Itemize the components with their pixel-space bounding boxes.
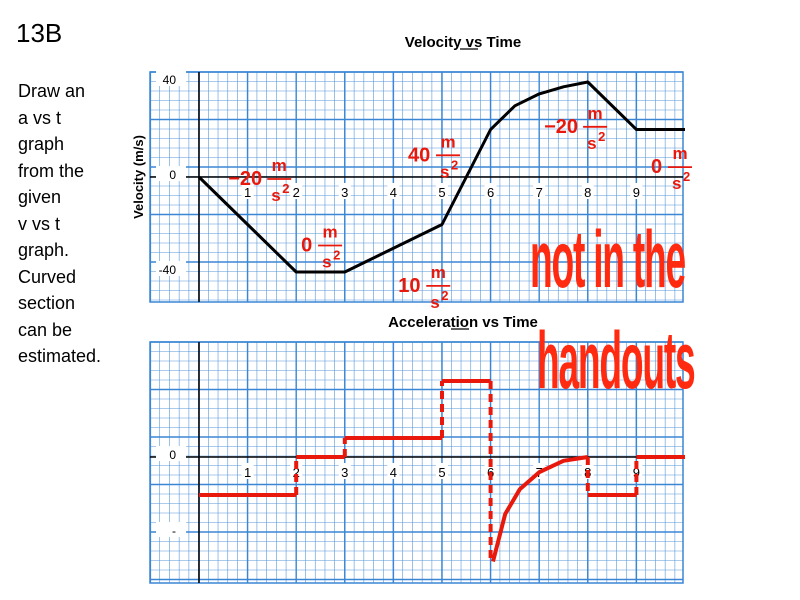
acceleration-annotation: 0ms 2 <box>651 144 692 193</box>
annotation-unit-numerator: m <box>440 132 455 151</box>
annotation-unit-numerator: m <box>431 263 446 282</box>
tick-label-bg <box>533 183 546 199</box>
x-tick-label: 6 <box>487 185 494 200</box>
annotation-exponent: 2 <box>598 129 605 144</box>
instruction-line: a vs t <box>18 107 62 128</box>
tick-label-bg <box>338 463 351 479</box>
annotation-unit-denominator: s <box>430 293 439 312</box>
slide-number: 13B <box>16 18 63 48</box>
x-tick-label: 1 <box>244 465 251 480</box>
y-axis-label: Velocity (m/s) <box>131 135 146 219</box>
instruction-line: given <box>18 187 62 207</box>
x-tick-label: 2 <box>293 465 300 480</box>
annotation-value: 0 <box>651 156 662 178</box>
annotation-unit-denominator: s <box>271 186 280 205</box>
tick-label-bg <box>387 463 400 479</box>
x-tick-label: 9 <box>633 185 640 200</box>
plot-area <box>150 72 683 302</box>
tick-label-bg <box>436 183 448 199</box>
y-tick-label: -40 <box>159 263 177 277</box>
tick-label-bg <box>630 463 643 479</box>
chart-velocity: Velocity vs Time Velocity (m/s) 1 2 3 4 5 6 7 8 9 4… <box>131 34 692 312</box>
instruction-line: Draw an <box>18 81 86 101</box>
instruction-line: Curved <box>18 266 77 287</box>
tick-label-bg <box>156 166 186 181</box>
x-tick-label: 4 <box>390 465 397 480</box>
annotation-unit-denominator: s <box>587 134 596 153</box>
acceleration-annotation: 40 ms 2 <box>408 132 460 181</box>
instruction-line: estimated. <box>18 346 102 366</box>
chart-title: Velocity vs Time <box>405 34 521 51</box>
x-tick-label: 3 <box>341 185 348 200</box>
x-tick-label: 3 <box>341 465 348 480</box>
tick-label-bg <box>484 183 497 199</box>
annotation-unit-numerator: m <box>272 156 287 175</box>
annotation-value: −20 <box>228 168 262 190</box>
y-tick-label: 40 <box>163 73 177 87</box>
stamp-line-2: handouts <box>537 316 694 406</box>
velocity-series-line <box>197 80 685 274</box>
annotation-exponent: 2 <box>451 157 458 172</box>
annotation-value: −20 <box>544 116 578 138</box>
annotation-unit-numerator: m <box>588 104 603 123</box>
annotation-exponent: 2 <box>333 248 340 263</box>
tick-label-bg <box>156 261 186 276</box>
plot-area <box>150 342 683 583</box>
acceleration-annotation: 0ms 2 <box>301 223 343 272</box>
tick-label-bg <box>387 183 400 199</box>
tick-label-bg <box>630 183 643 199</box>
acceleration-annotation: −20 ms 2 <box>544 104 608 153</box>
tick-label-bg <box>241 183 254 199</box>
stamp-line-1: not in the <box>530 215 685 305</box>
x-tick-label: 4 <box>390 185 397 200</box>
tick-label-bg <box>156 446 186 461</box>
plot-border <box>149 341 684 584</box>
instructions-text: Draw an a vs t graph from the given v vs t gra… <box>18 78 133 370</box>
tick-label-bg <box>436 463 448 479</box>
plot-border <box>149 71 684 303</box>
instruction-line: from the <box>18 160 85 181</box>
annotation-value: 10 <box>398 275 420 297</box>
tick-label-bg <box>156 71 186 86</box>
x-tick-label: 2 <box>293 185 300 200</box>
annotation-value: 40 <box>408 144 430 166</box>
instruction-line: graph. <box>18 240 70 260</box>
y-tick-label: - <box>172 524 176 538</box>
x-tick-label: 9 <box>633 465 640 480</box>
x-tick-label: 5 <box>438 185 445 200</box>
annotation-value: 0 <box>301 235 312 257</box>
instruction-line: can be <box>18 319 73 340</box>
tick-label-bg <box>484 463 497 479</box>
chart-title: Acceleration vs Time <box>388 314 538 331</box>
annotation-unit-numerator: m <box>323 223 338 242</box>
tick-label-bg <box>338 183 351 199</box>
tick-label-bg <box>581 183 594 199</box>
annotation-unit-denominator: s <box>322 253 331 272</box>
annotation-exponent: 2 <box>282 181 289 196</box>
tick-label-bg <box>290 183 303 199</box>
acceleration-annotation: 10 ms 2 <box>398 263 451 312</box>
tick-label-bg <box>241 463 254 479</box>
not-in-handouts-stamp: not in the handouts <box>530 215 696 406</box>
annotation-unit-numerator: m <box>672 144 687 163</box>
annotation-unit-denominator: s <box>440 162 449 181</box>
y-tick-label: 0 <box>169 168 176 182</box>
annotation-exponent: 2 <box>683 169 690 184</box>
x-tick-label: 1 <box>244 185 251 200</box>
annotation-unit-denominator: s <box>672 174 681 193</box>
tick-label-bg <box>290 463 303 479</box>
x-tick-label: 8 <box>584 185 591 200</box>
x-tick-label: 5 <box>438 465 445 480</box>
instruction-line: v vs t <box>18 213 61 234</box>
y-tick-label: 0 <box>169 448 176 462</box>
tick-label-bg <box>156 522 186 537</box>
instruction-line: graph <box>18 134 65 154</box>
instruction-line: section <box>18 293 76 313</box>
acceleration-annotation: −20 ms 2 <box>228 156 292 205</box>
annotation-exponent: 2 <box>441 288 448 303</box>
acceleration-series-segment <box>491 455 589 562</box>
x-tick-label: 7 <box>536 185 543 200</box>
